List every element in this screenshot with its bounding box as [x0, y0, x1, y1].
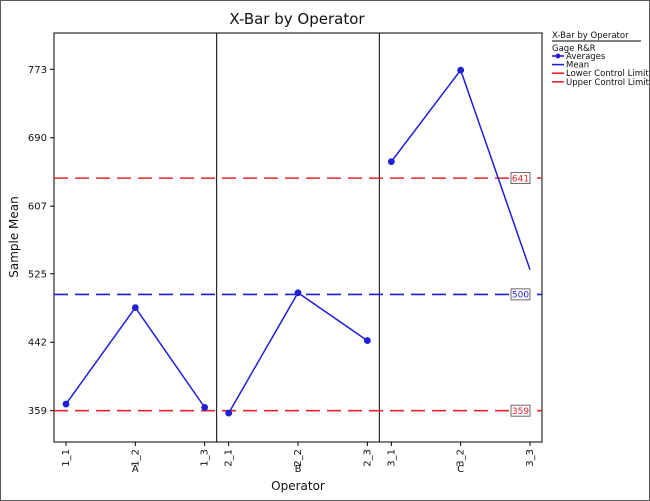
x-tick-label: 3_2	[456, 449, 467, 467]
legend-group: Gage R&R	[552, 44, 596, 54]
panel-dividers	[216, 33, 380, 442]
x-tick-label: 2_1	[224, 449, 235, 467]
x-tick-label: 3_3	[525, 449, 536, 467]
ucl-label: 641	[512, 174, 529, 184]
legend-entry: Mean	[566, 61, 589, 71]
y-tick-label: 359	[28, 406, 47, 417]
average-point	[62, 400, 70, 408]
legend-title: X-Bar by Operator	[552, 31, 629, 41]
average-point	[387, 158, 395, 166]
x-tick-label: 3_1	[386, 449, 397, 467]
average-point	[294, 289, 302, 297]
x-tick-label: 1_3	[200, 449, 211, 467]
chart-title: X-Bar by Operator	[229, 10, 365, 28]
averages-line-B	[228, 291, 368, 414]
limit-labels: 641 500 359	[510, 172, 531, 417]
x-axis-label: Operator	[271, 479, 325, 493]
x-tick-label: 2_2	[293, 449, 304, 467]
average-point	[225, 409, 233, 417]
averages-line-C	[390, 68, 531, 270]
x-axis: 1_1 1_2 1_3 A 2_1 2_2 2_3 B 3_1 3_2 3_3 C	[61, 442, 536, 475]
x-tick-label: 1_2	[130, 449, 141, 467]
mean-label: 500	[512, 291, 529, 301]
average-point	[457, 66, 465, 74]
operator-label: C	[457, 464, 464, 475]
average-point	[131, 304, 139, 311]
y-tick-label: 607	[28, 202, 47, 213]
y-tick-label: 442	[28, 338, 47, 349]
lcl-label-box	[510, 404, 531, 417]
y-tick-label: 773	[28, 65, 47, 76]
legend-entry: Lower Control Limit	[566, 69, 649, 79]
operator-label: A	[132, 464, 139, 475]
mean-label-box	[510, 288, 531, 301]
averages-line-A	[65, 306, 206, 408]
ucl-label-box	[510, 172, 531, 185]
average-point	[201, 403, 209, 411]
average-point	[363, 337, 371, 344]
y-axis-label: Sample Mean	[7, 196, 21, 278]
lcl-label: 359	[512, 407, 529, 417]
operator-label: B	[295, 464, 302, 475]
y-tick-label: 525	[28, 269, 47, 280]
averages-series	[62, 66, 531, 417]
x-tick-label: 1_1	[61, 449, 72, 467]
x-tick-label: 2_3	[362, 449, 373, 467]
legend-entry: Upper Control Limit	[566, 78, 649, 88]
legend-entry: Averages	[566, 52, 606, 62]
plot-area: 641 500 359	[53, 32, 543, 443]
y-tick-label: 690	[28, 133, 47, 144]
legend: X-Bar by Operator Gage R&R AveragesMeanL…	[552, 31, 649, 88]
y-axis: 359 442 525 607 690 773	[28, 65, 54, 417]
legend-marker	[555, 53, 561, 59]
